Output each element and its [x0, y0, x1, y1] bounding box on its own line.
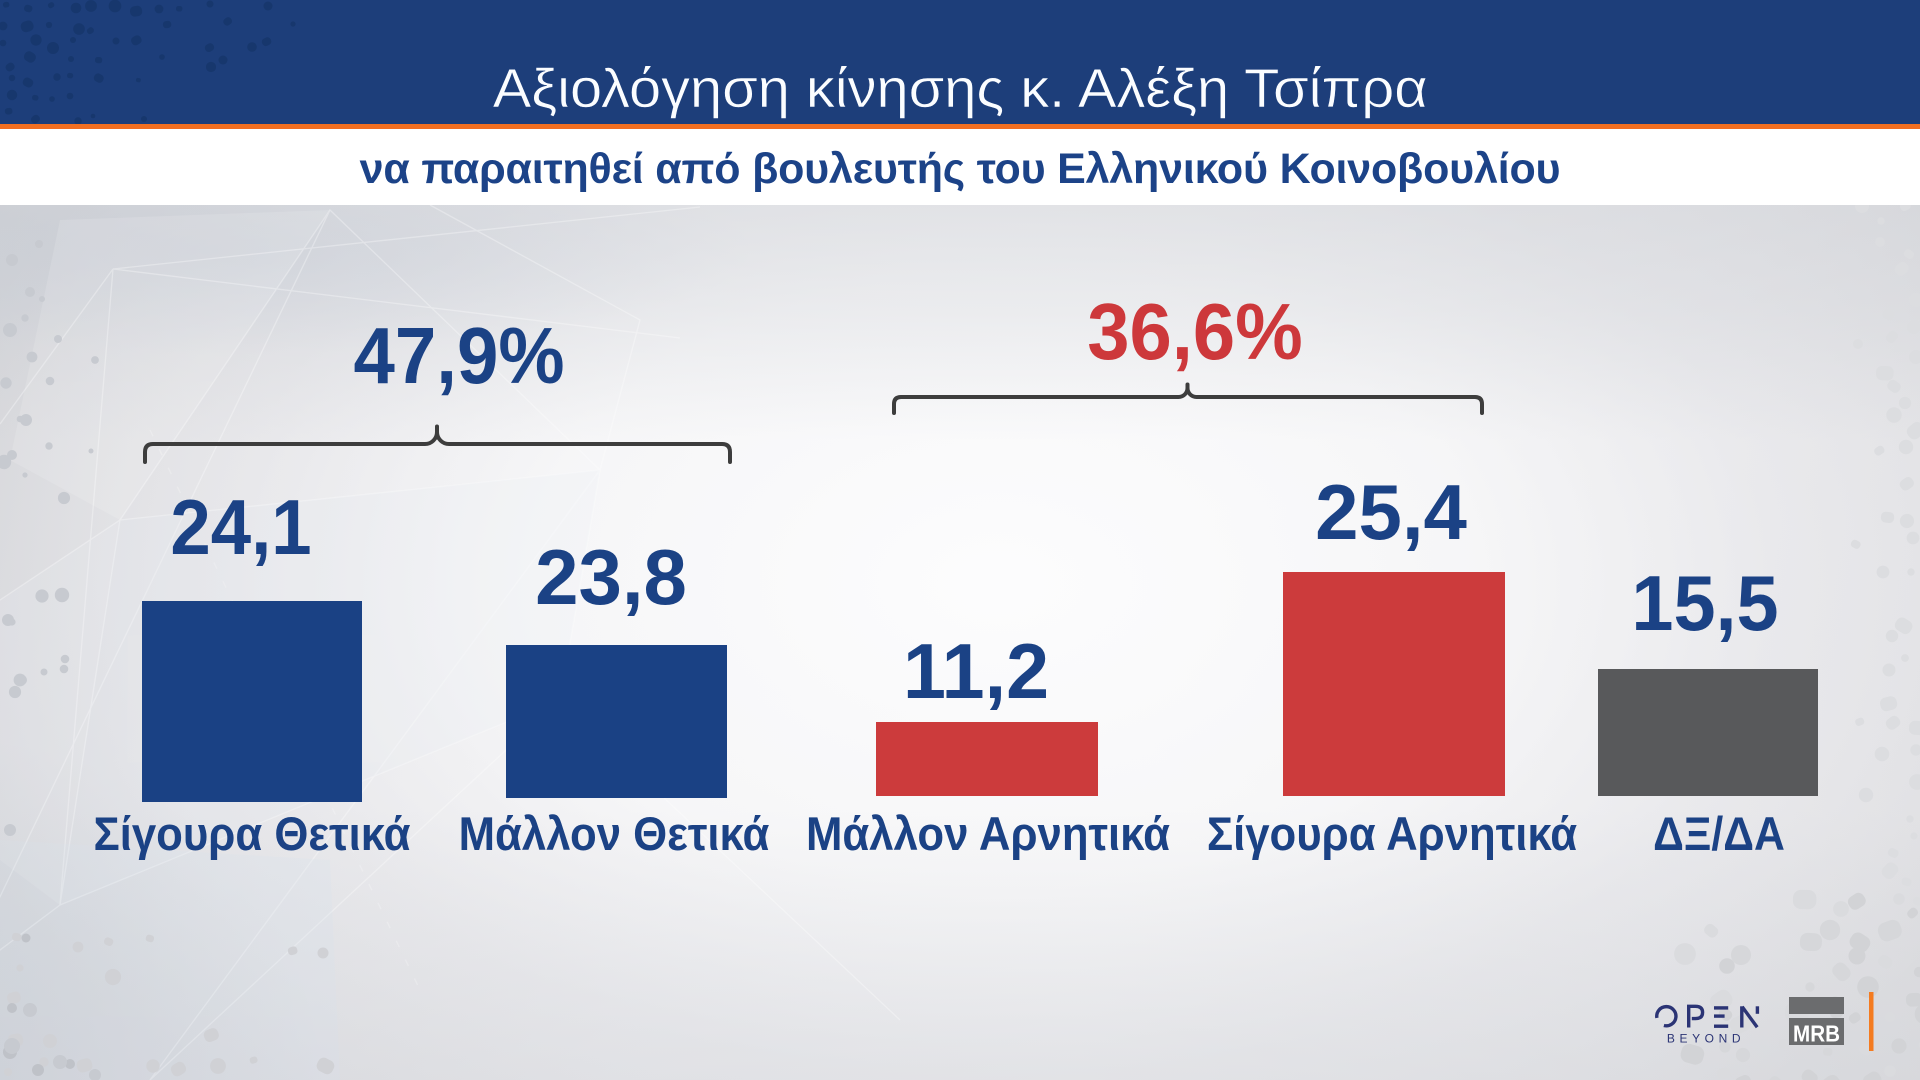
svg-text:MRB: MRB — [1793, 1021, 1840, 1047]
svg-text:BEYOND: BEYOND — [1667, 1032, 1745, 1046]
